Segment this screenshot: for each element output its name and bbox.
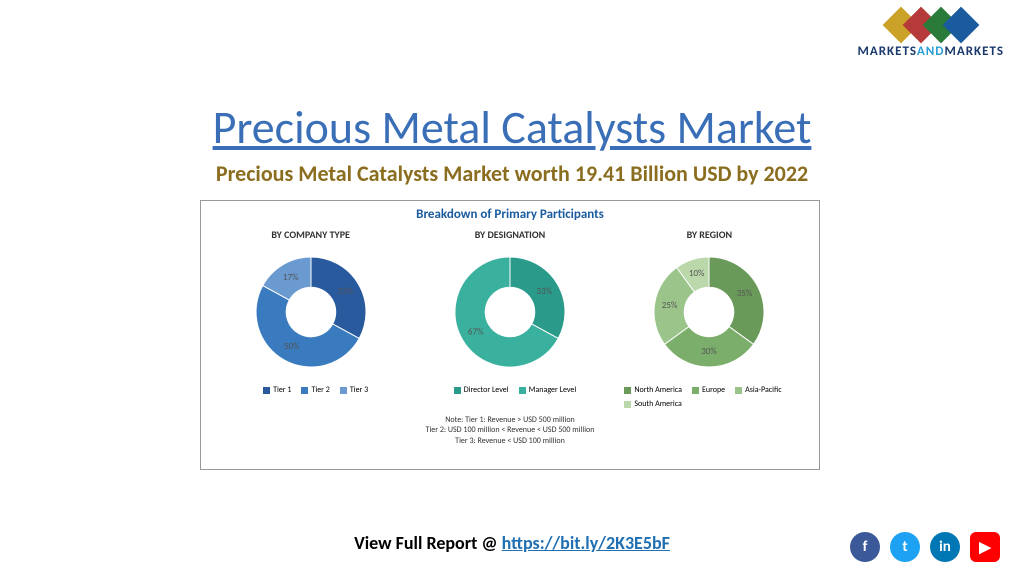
chart-notes: Note: Tier 1: Revenue > USD 500 millionT…	[201, 415, 819, 446]
chart-note-line: Note: Tier 1: Revenue > USD 500 million	[201, 415, 819, 425]
page-title: Precious Metal Catalysts Market	[0, 100, 1024, 156]
chart-column: BY REGION 35% 30% 25% 10% North America Europe…	[614, 228, 804, 409]
svg-text:10%: 10%	[689, 268, 705, 279]
column-header: BY DESIGNATION	[475, 228, 545, 241]
logo-diamond	[942, 7, 979, 44]
chart-column: BY COMPANY TYPE33%50%17%Tier 1Tier 2Tier…	[216, 228, 406, 409]
svg-text:17%: 17%	[283, 272, 299, 283]
donut-chart: 33% 50% 17%	[246, 247, 376, 377]
chart-columns: BY COMPANY TYPE33%50%17%Tier 1Tier 2Tier…	[201, 228, 819, 409]
twitter-icon[interactable]: t	[890, 532, 920, 562]
logo-diamonds	[891, 12, 971, 38]
legend-item: South America	[624, 399, 682, 409]
svg-text:25%: 25%	[662, 300, 678, 311]
linkedin-icon[interactable]: in	[930, 532, 960, 562]
chart-legend: Director Level Manager Level	[444, 385, 577, 395]
svg-text:33%: 33%	[537, 286, 553, 297]
svg-text:35%: 35%	[737, 288, 753, 299]
legend-item: Tier 2	[301, 385, 329, 395]
social-icons: ftin ▶	[850, 532, 1000, 562]
facebook-icon[interactable]: f	[850, 532, 880, 562]
page-subtitle: Precious Metal Catalysts Market worth 19…	[0, 160, 1024, 187]
footer-prefix: View Full Report @	[354, 532, 502, 554]
chart-panel: Breakdown of Primary Participants BY COM…	[200, 200, 820, 470]
logo-text: MARKETSANDMARKETS	[857, 44, 1004, 59]
svg-text:67%: 67%	[468, 326, 484, 337]
column-header: BY REGION	[687, 228, 732, 241]
legend-item: Tier 1	[263, 385, 291, 395]
youtube-icon[interactable]: ▶	[970, 532, 1000, 562]
legend-item: Director Level	[454, 385, 509, 395]
legend-item: Manager Level	[519, 385, 577, 395]
svg-text:33%: 33%	[337, 286, 353, 297]
legend-item: Europe	[692, 385, 725, 395]
chart-legend: Tier 1 Tier 2 Tier 3	[253, 385, 368, 395]
legend-item: North America	[624, 385, 682, 395]
chart-note-line: Tier 2: USD 100 million < Revenue < USD …	[201, 425, 819, 435]
brand-logo: MARKETSANDMARKETS	[857, 12, 1004, 59]
chart-legend: North America Europe Asia-Pacific South Ame…	[614, 385, 804, 409]
chart-column: BY DESIGNATION 33% 67% Director Level Manage…	[415, 228, 605, 409]
chart-note-line: Tier 3: Revenue < USD 100 million	[201, 436, 819, 446]
donut-chart: 35% 30% 25% 10%	[644, 247, 774, 377]
donut-chart: 33% 67%	[445, 247, 575, 377]
column-header: BY COMPANY TYPE	[271, 228, 350, 241]
svg-text:50%: 50%	[284, 341, 300, 352]
legend-item: Asia-Pacific	[735, 385, 782, 395]
legend-item: Tier 3	[340, 385, 368, 395]
report-link[interactable]: https://bit.ly/2K3E5bF	[502, 532, 670, 554]
svg-text:30%: 30%	[702, 346, 718, 357]
chart-title: Breakdown of Primary Participants	[201, 201, 819, 228]
